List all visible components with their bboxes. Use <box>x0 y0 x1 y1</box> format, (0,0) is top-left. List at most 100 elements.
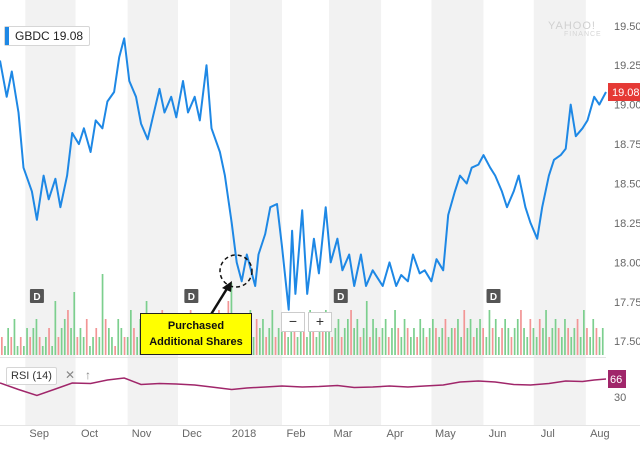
volume-bar <box>114 346 116 355</box>
series-swatch <box>5 27 9 45</box>
volume-bar <box>394 310 396 355</box>
volume-bar <box>79 328 82 355</box>
month-band-blank <box>0 0 26 425</box>
volume-bar <box>19 337 22 355</box>
x-tick-label: Apr <box>386 428 403 440</box>
y-tick-label: 18.75 <box>614 139 640 151</box>
arrow-up-icon[interactable]: ↑ <box>85 368 91 382</box>
rsi-axis-label: 30 <box>614 392 626 404</box>
volume-bar <box>387 337 390 355</box>
volume-bar <box>347 319 349 355</box>
volume-bar <box>592 319 595 355</box>
rsi-legend[interactable]: RSI (14) <box>6 367 57 385</box>
dividend-marker <box>486 289 501 303</box>
volume-bar <box>498 337 500 355</box>
volume-bar <box>63 319 66 355</box>
y-tick-label: 19.25 <box>614 60 640 72</box>
price-series: 19.08 <box>0 37 640 311</box>
volume-bar <box>463 310 466 355</box>
volume-bar <box>557 328 560 355</box>
volume-bar <box>104 319 107 355</box>
volume-bar <box>406 328 409 355</box>
volume-bar <box>350 310 352 355</box>
volume-bar <box>365 301 368 355</box>
volume-bar <box>570 337 573 355</box>
volume-bar <box>435 328 437 355</box>
volume-bar <box>359 337 362 355</box>
volume-bar <box>10 337 13 355</box>
volume-bar <box>277 328 280 355</box>
volume-bar <box>529 319 532 355</box>
volume-bar <box>57 337 60 355</box>
volume-bar <box>29 337 31 355</box>
volume-bar <box>472 337 475 355</box>
x-tick-label: Oct <box>81 428 98 440</box>
ticker-legend[interactable]: GBDC 19.08 <box>4 26 91 46</box>
callout-line-1: Purchased <box>167 320 225 332</box>
volume-bar <box>70 328 72 355</box>
volume-bar <box>469 319 472 355</box>
volume-bar <box>554 319 557 355</box>
volume-bar <box>321 328 324 355</box>
volume-bar <box>513 328 516 355</box>
volume-bar <box>601 328 604 355</box>
volume-bar <box>410 337 412 355</box>
volume-bar <box>7 328 9 355</box>
volume-bar <box>372 319 374 355</box>
annotation-circle <box>219 254 253 288</box>
y-tick-label: 19.00 <box>614 100 640 112</box>
volume-bar <box>268 328 271 355</box>
volume-bar <box>123 337 126 355</box>
zoom-out-button[interactable]: − <box>281 312 305 332</box>
volume-bar <box>589 337 591 355</box>
callout-line-2: Additional Shares <box>149 336 243 348</box>
volume-bar <box>491 328 494 355</box>
month-band <box>329 0 382 425</box>
x-tick-label: Nov <box>132 428 152 440</box>
volume-bar <box>479 319 481 355</box>
volume-bar <box>299 328 302 355</box>
volume-bar <box>76 337 79 355</box>
volume-bar <box>284 328 286 355</box>
volume-bar <box>48 328 50 355</box>
volume-bar <box>35 319 38 355</box>
volume-bar <box>95 328 98 355</box>
price-tag-label: 19.08 <box>612 87 640 99</box>
close-icon[interactable]: ✕ <box>64 368 76 382</box>
volume-bar <box>551 328 554 355</box>
volume-bar <box>476 328 478 355</box>
volume-bar <box>567 328 569 355</box>
volume-bar <box>331 337 333 355</box>
volume-bar <box>325 310 327 355</box>
month-band <box>127 0 178 425</box>
volume-bar <box>130 310 132 355</box>
y-tick-label: 18.25 <box>614 218 640 230</box>
zoom-in-button[interactable]: + <box>308 312 332 332</box>
volume-bar <box>133 328 135 355</box>
y-tick-label: 17.75 <box>614 297 640 309</box>
annotation-arrowhead <box>222 281 232 292</box>
x-tick-label: Mar <box>334 428 353 440</box>
dividend-marker-label: D <box>490 292 497 303</box>
x-tick-label: Dec <box>182 428 202 440</box>
volume-bar <box>545 310 547 355</box>
volume-bar <box>1 337 3 355</box>
volume-bar <box>356 319 359 355</box>
dividend-marker <box>184 289 199 303</box>
volume-bar <box>381 328 384 355</box>
volume-bar <box>485 337 488 355</box>
volume-bar <box>312 328 315 355</box>
y-tick-label: 18.50 <box>614 179 640 191</box>
volume-bar <box>16 346 19 355</box>
volume-bar <box>457 319 459 355</box>
volume-bar <box>516 319 519 355</box>
month-bands <box>0 0 640 426</box>
price-line <box>0 37 607 311</box>
volume-bar <box>425 337 428 355</box>
volume-bar <box>482 328 484 355</box>
month-band <box>25 0 76 425</box>
volume-bar <box>117 319 120 355</box>
x-tick-label: May <box>435 428 456 440</box>
